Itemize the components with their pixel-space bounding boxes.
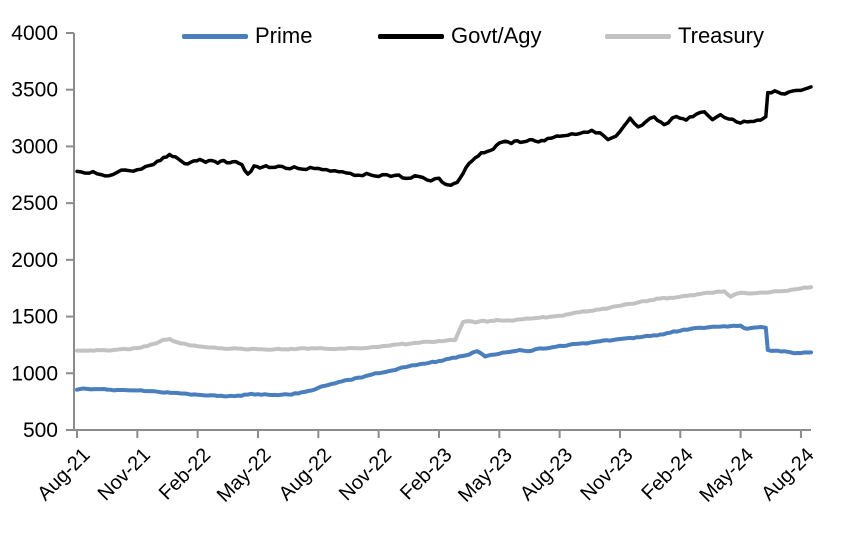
x-tick-label: Aug-23 — [516, 444, 577, 505]
legend-item-prime: Prime — [182, 23, 312, 49]
y-tick-label: 1000 — [11, 362, 58, 385]
y-tick-label: 4000 — [11, 22, 58, 45]
legend-item-treasury: Treasury — [605, 23, 764, 49]
y-tick-label: 3000 — [11, 135, 58, 158]
x-tick-label: May-24 — [695, 444, 758, 507]
legend-label-prime: Prime — [255, 23, 313, 48]
series-line-prime — [75, 323, 813, 399]
x-tick-label: May-23 — [454, 444, 517, 507]
x-tick-label: Nov-23 — [576, 444, 637, 505]
x-tick-label: Aug-24 — [757, 444, 818, 505]
treasury-line-swatch-icon — [605, 33, 671, 39]
y-tick-label: 2500 — [11, 192, 58, 215]
x-tick-label: Aug-21 — [33, 444, 94, 505]
x-tick-label: Nov-21 — [94, 444, 155, 505]
y-tick-label: 500 — [23, 419, 58, 442]
series-line-treasury — [75, 285, 813, 353]
x-tick-label: May-22 — [213, 444, 276, 507]
y-tick-label: 2000 — [11, 249, 58, 272]
legend-label-treasury: Treasury — [678, 23, 764, 48]
series-line-govt-agy — [75, 85, 813, 187]
y-tick-label: 1500 — [11, 306, 58, 329]
x-tick-label: Feb-24 — [637, 444, 697, 504]
x-tick-label: Aug-22 — [275, 444, 336, 505]
x-tick-label: Feb-22 — [155, 444, 215, 504]
x-tick-label: Feb-23 — [396, 444, 456, 504]
chart-legend: Prime Govt/Agy Treasury — [0, 23, 852, 49]
legend-label-govt-agy: Govt/Agy — [451, 23, 542, 48]
legend-item-govt-agy: Govt/Agy — [378, 23, 541, 49]
govt-agy-line-swatch-icon — [378, 33, 444, 39]
prime-line-swatch-icon — [182, 33, 248, 39]
y-tick-label: 3500 — [11, 79, 58, 102]
x-tick-label: Nov-22 — [335, 444, 396, 505]
